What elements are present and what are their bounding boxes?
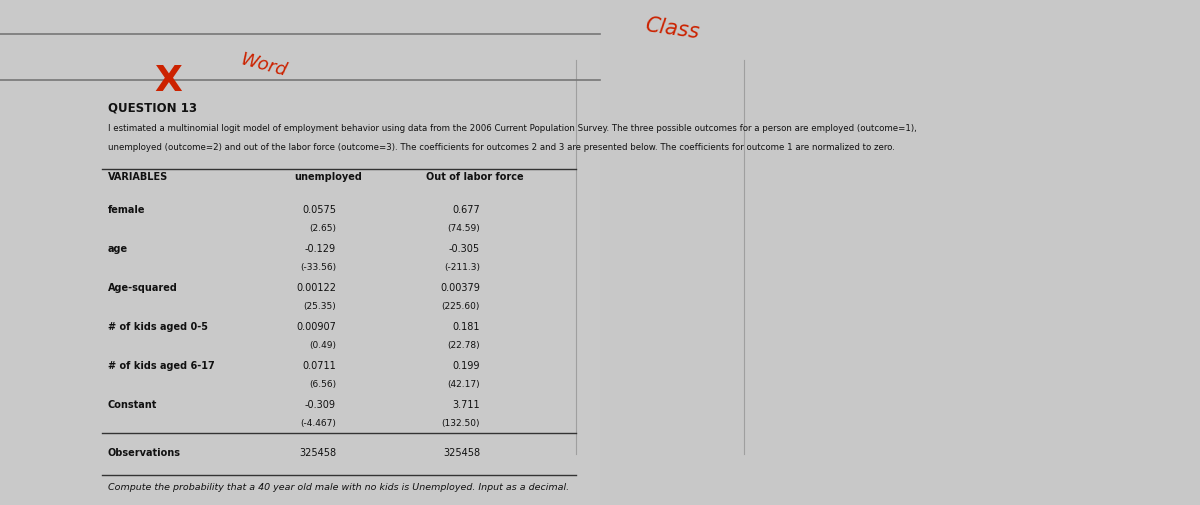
Text: (-33.56): (-33.56) [300, 263, 336, 272]
Text: 0.181: 0.181 [452, 321, 480, 331]
Text: unemployed: unemployed [294, 172, 362, 182]
Text: X: X [154, 64, 182, 98]
Text: 3.711: 3.711 [452, 399, 480, 409]
Text: 0.677: 0.677 [452, 205, 480, 215]
Text: 325458: 325458 [299, 447, 336, 457]
Text: (2.65): (2.65) [310, 224, 336, 233]
Text: 0.199: 0.199 [452, 360, 480, 370]
Text: VARIABLES: VARIABLES [108, 172, 168, 182]
Text: Compute the probability that a 40 year old male with no kids is Unemployed. Inpu: Compute the probability that a 40 year o… [108, 482, 569, 491]
Text: (0.49): (0.49) [310, 340, 336, 349]
Text: 0.0711: 0.0711 [302, 360, 336, 370]
FancyBboxPatch shape [0, 0, 600, 505]
Text: -0.129: -0.129 [305, 243, 336, 254]
Text: # of kids aged 0-5: # of kids aged 0-5 [108, 321, 208, 331]
Text: Constant: Constant [108, 399, 157, 409]
Text: Out of labor force: Out of labor force [426, 172, 523, 182]
Text: 0.00907: 0.00907 [296, 321, 336, 331]
Text: (225.60): (225.60) [442, 301, 480, 311]
Text: unemployed (outcome=2) and out of the labor force (outcome=3). The coefficients : unemployed (outcome=2) and out of the la… [108, 142, 895, 152]
Text: 0.00122: 0.00122 [296, 282, 336, 292]
Text: I estimated a multinomial logit model of employment behavior using data from the: I estimated a multinomial logit model of… [108, 124, 917, 133]
Text: # of kids aged 6-17: # of kids aged 6-17 [108, 360, 215, 370]
Text: age: age [108, 243, 128, 254]
Text: (-4.467): (-4.467) [300, 418, 336, 427]
Text: female: female [108, 205, 145, 215]
Text: 325458: 325458 [443, 447, 480, 457]
Text: -0.309: -0.309 [305, 399, 336, 409]
Text: Word: Word [239, 51, 289, 80]
Text: (6.56): (6.56) [308, 379, 336, 388]
Text: 0.0575: 0.0575 [302, 205, 336, 215]
Text: (132.50): (132.50) [442, 418, 480, 427]
Text: QUESTION 13: QUESTION 13 [108, 101, 197, 114]
Text: Class: Class [643, 15, 701, 42]
Text: (74.59): (74.59) [448, 224, 480, 233]
Text: Age-squared: Age-squared [108, 282, 178, 292]
Text: 0.00379: 0.00379 [440, 282, 480, 292]
Text: -0.305: -0.305 [449, 243, 480, 254]
Text: (42.17): (42.17) [448, 379, 480, 388]
Text: (-211.3): (-211.3) [444, 263, 480, 272]
Text: (22.78): (22.78) [448, 340, 480, 349]
Text: (25.35): (25.35) [304, 301, 336, 311]
Text: Observations: Observations [108, 447, 181, 457]
